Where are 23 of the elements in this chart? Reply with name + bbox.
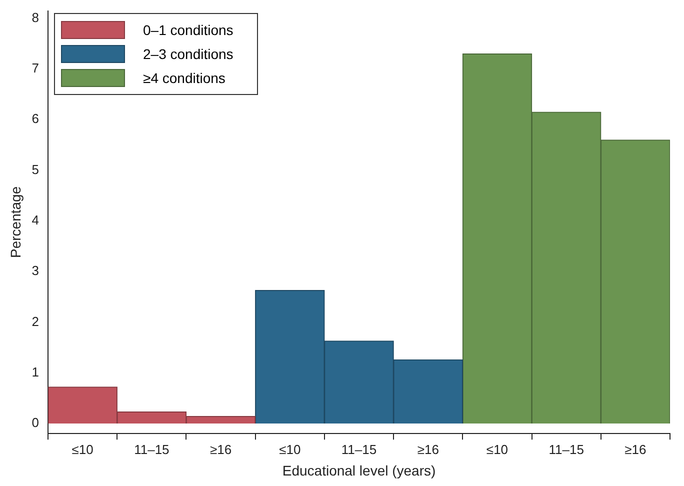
x-axis-title: Educational level (years) [282, 462, 436, 478]
y-axis-title: Percentage [7, 186, 24, 258]
legend-label: 0–1 conditions [143, 22, 234, 38]
y-tick-label: 8 [32, 10, 40, 25]
y-tick-label: 5 [32, 162, 40, 177]
legend-label: 2–3 conditions [143, 46, 234, 62]
y-tick-label: 6 [32, 111, 40, 126]
x-tick-label: ≤10 [72, 442, 94, 457]
x-tick-label: 11–15 [134, 442, 170, 457]
x-tick-label: ≥16 [417, 442, 439, 457]
x-tick-label: ≥16 [624, 442, 646, 457]
x-tick-label: ≤10 [486, 442, 508, 457]
legend-label: ≥4 conditions [143, 70, 226, 86]
x-tick-label: 11–15 [341, 442, 377, 457]
y-tick-label: 0 [32, 415, 40, 430]
x-tick-label: ≥16 [210, 442, 232, 457]
y-tick-label: 2 [32, 314, 40, 329]
y-tick-label: 3 [32, 263, 40, 278]
x-tick-label: ≤10 [279, 442, 301, 457]
y-tick-label: 1 [32, 364, 40, 380]
y-tick-label: 7 [32, 60, 40, 76]
y-tick-label: 4 [32, 212, 40, 228]
x-tick-label: 11–15 [548, 442, 584, 457]
